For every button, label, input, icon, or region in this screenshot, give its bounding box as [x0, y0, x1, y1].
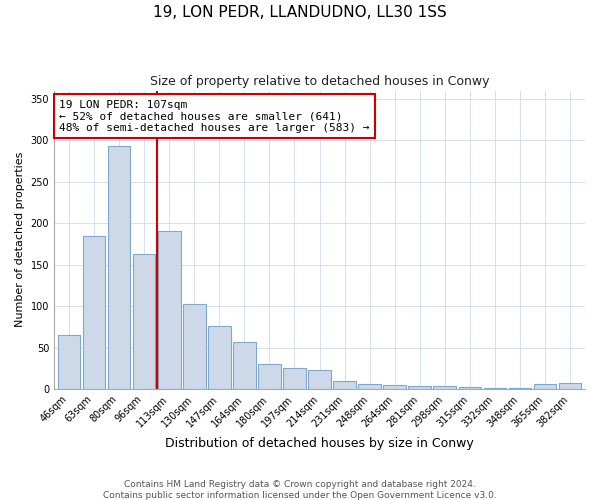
Bar [409, 386, 431, 389]
Text: Contains HM Land Registry data © Crown copyright and database right 2024.
Contai: Contains HM Land Registry data © Crown c… [103, 480, 497, 500]
Bar [533, 384, 556, 389]
Text: 19, LON PEDR, LLANDUDNO, LL30 1SS: 19, LON PEDR, LLANDUDNO, LL30 1SS [153, 5, 447, 20]
Bar [58, 335, 80, 389]
Bar [183, 304, 206, 389]
X-axis label: Distribution of detached houses by size in Conwy: Distribution of detached houses by size … [165, 437, 474, 450]
Bar [83, 236, 106, 389]
Bar [484, 388, 506, 389]
Bar [383, 385, 406, 389]
Title: Size of property relative to detached houses in Conwy: Size of property relative to detached ho… [150, 75, 489, 88]
Bar [559, 383, 581, 389]
Y-axis label: Number of detached properties: Number of detached properties [15, 152, 25, 328]
Text: 19 LON PEDR: 107sqm
← 52% of detached houses are smaller (641)
48% of semi-detac: 19 LON PEDR: 107sqm ← 52% of detached ho… [59, 100, 370, 132]
Bar [358, 384, 381, 389]
Bar [258, 364, 281, 389]
Bar [133, 254, 155, 389]
Bar [509, 388, 531, 389]
Bar [283, 368, 306, 389]
Bar [308, 370, 331, 389]
Bar [458, 388, 481, 389]
Bar [108, 146, 130, 389]
Bar [233, 342, 256, 389]
Bar [208, 326, 230, 389]
Bar [333, 380, 356, 389]
Bar [433, 386, 456, 389]
Bar [158, 232, 181, 389]
